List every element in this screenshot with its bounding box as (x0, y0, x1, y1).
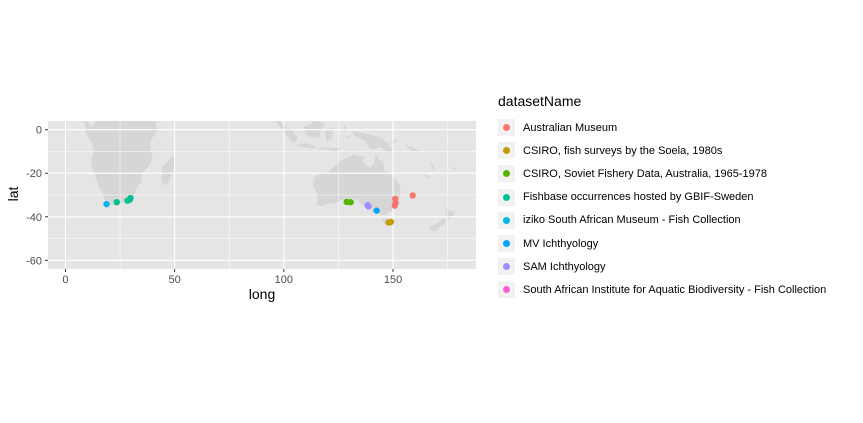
legend: datasetName Australian Museum CSIRO, fish… (498, 92, 826, 302)
java-landmass (295, 143, 316, 149)
legend-item: CSIRO, fish surveys by the Soela, 1980s (498, 139, 826, 162)
data-point (409, 192, 416, 199)
solomon-islands-landmass (405, 143, 419, 152)
data-point (373, 207, 380, 214)
legend-item: Fishbase occurrences hosted by GBIF-Swed… (498, 186, 826, 209)
x-tick-label: 100 (275, 274, 293, 286)
x-tick-label: 0 (62, 274, 68, 286)
legend-label: CSIRO, fish surveys by the Soela, 1980s (523, 144, 723, 157)
sulawesi-landmass (324, 127, 337, 142)
legend-item: Australian Museum (498, 116, 826, 139)
legend-label: MV Ichthyology (523, 237, 599, 250)
data-point (347, 198, 354, 206)
data-point (365, 203, 372, 210)
data-point (113, 198, 120, 206)
legend-key (498, 235, 515, 253)
new-caledonia-landmass (423, 173, 431, 179)
legend-label: SAM Ichthyology (523, 260, 606, 273)
legend-label: Australian Museum (523, 121, 618, 134)
legend-item: SAM Ichthyology (498, 255, 826, 278)
legend-item: iziko South African Museum - Fish Collec… (498, 209, 826, 232)
sumatra-landmass (273, 121, 297, 143)
legend-key (498, 165, 515, 183)
legend-key (498, 258, 515, 276)
legend-item: MV Ichthyology (498, 232, 826, 255)
seram-landmass (345, 136, 352, 138)
y-axis-label: lat (5, 187, 21, 202)
legend-swatch (503, 124, 510, 132)
y-tick-label: -40 (26, 212, 42, 224)
lesser-sunda-landmass (317, 147, 343, 152)
x-tick-label: 50 (169, 274, 181, 286)
legend-swatch (503, 216, 510, 224)
legend-swatch (503, 147, 510, 155)
legend-swatch (503, 170, 510, 178)
y-tick-label: -60 (26, 255, 42, 267)
y-tick-label: -20 (26, 168, 42, 180)
legend-swatch (503, 286, 510, 294)
vanuatu-landmass (429, 161, 435, 171)
legend-title: datasetName (498, 93, 582, 109)
legend-label: iziko South African Museum - Fish Collec… (523, 214, 741, 227)
y-tick-label: 0 (36, 125, 42, 137)
new-britain-landmass (389, 138, 398, 144)
legend-swatch (503, 193, 510, 201)
legend-items: Australian Museum CSIRO, fish surveys by … (498, 116, 826, 302)
legend-item: South African Institute for Aquatic Biod… (498, 278, 826, 301)
legend-swatch (503, 263, 510, 271)
legend-swatch (503, 240, 510, 248)
legend-label: Fishbase occurrences hosted by GBIF-Swed… (523, 191, 754, 204)
x-axis-label: long (249, 286, 275, 302)
legend-key (498, 119, 515, 137)
data-point (392, 195, 399, 203)
new-zealand-south-landmass (429, 217, 447, 232)
legend-key (498, 211, 515, 229)
data-point (387, 218, 395, 226)
legend-key (498, 281, 515, 299)
new-guinea-landmass (351, 131, 395, 153)
x-tick-label: 150 (384, 274, 402, 286)
legend-key (498, 142, 515, 160)
legend-label: South African Institute for Aquatic Biod… (523, 283, 827, 296)
data-point (103, 200, 110, 208)
data-point (391, 202, 398, 209)
australia-landmass (313, 153, 401, 215)
fiji-landmass (452, 167, 456, 170)
legend-label: CSIRO, Soviet Fishery Data, Australia, 1… (523, 167, 767, 180)
madagascar-landmass (161, 155, 176, 185)
data-point (127, 194, 134, 202)
legend-key (498, 188, 515, 206)
legend-item: CSIRO, Soviet Fishery Data, Australia, 1… (498, 162, 826, 185)
